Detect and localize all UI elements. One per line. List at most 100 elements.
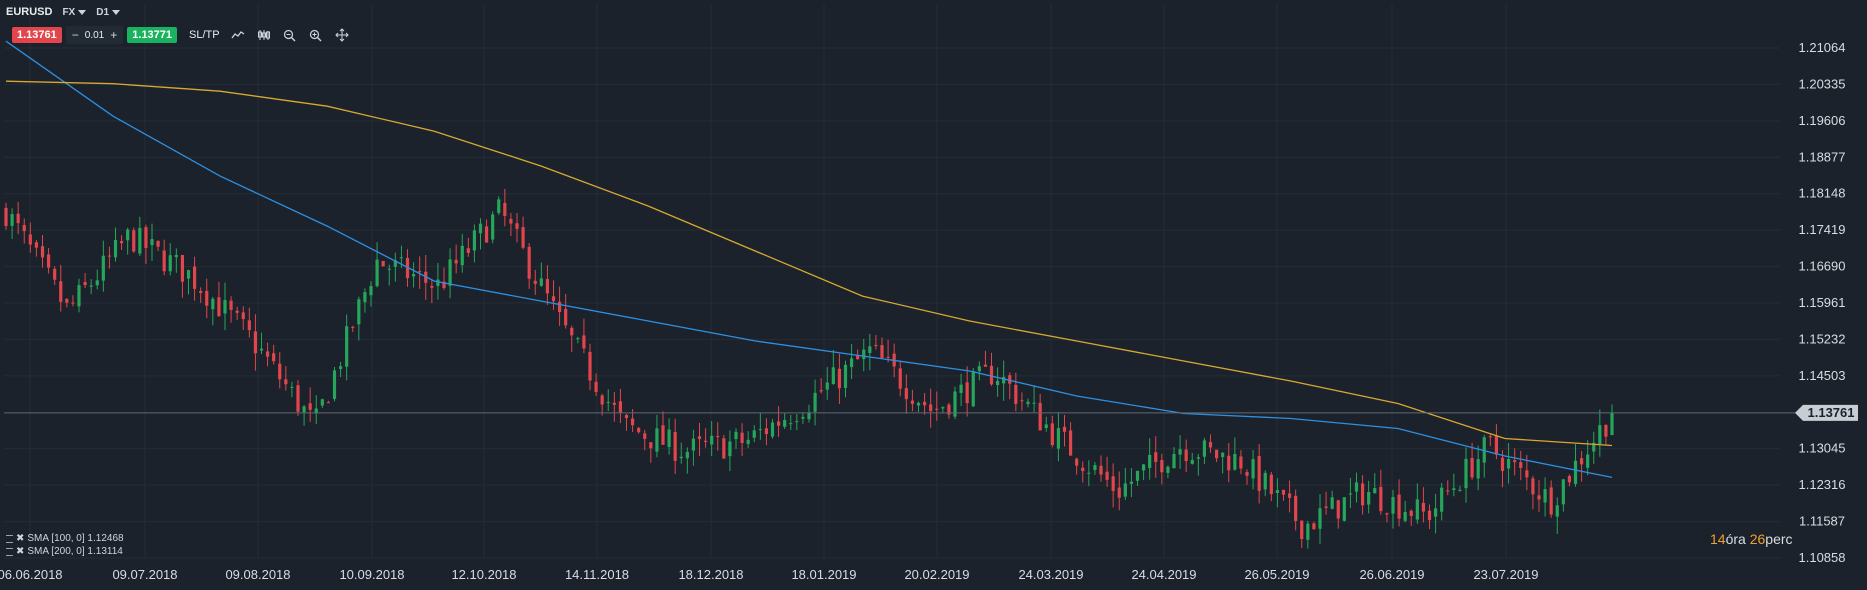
symbol-label[interactable]: EURUSD xyxy=(6,6,53,18)
candle-body xyxy=(71,302,75,304)
candle-body xyxy=(843,364,848,388)
candle-body xyxy=(819,390,823,392)
candle-body xyxy=(703,440,708,442)
sell-button[interactable]: 1.13761 xyxy=(12,27,62,43)
candle-body xyxy=(478,223,483,234)
zoom-in-icon[interactable] xyxy=(308,27,324,43)
indicator-legend-sma-200[interactable]: ✖ SMA [200, 0] 1.13114 xyxy=(6,546,123,557)
candle-body xyxy=(831,367,835,385)
timer-minutes-unit: perc xyxy=(1765,531,1793,547)
timeframe-dropdown[interactable]: D1 xyxy=(96,7,121,18)
chart-header: EURUSD FX D1 xyxy=(6,4,121,20)
candle-body xyxy=(174,254,178,258)
candle-body xyxy=(1099,465,1103,475)
candle-body xyxy=(1196,457,1200,459)
buy-button[interactable]: 1.13771 xyxy=(127,27,178,43)
candle-body xyxy=(551,296,556,302)
candle-body xyxy=(65,299,69,303)
candle-body xyxy=(1458,489,1462,491)
candle-body xyxy=(241,312,245,320)
candle-body xyxy=(929,404,933,412)
candle-body xyxy=(849,358,854,368)
candle-body xyxy=(34,242,39,248)
candle-body xyxy=(1087,472,1091,474)
candle-body xyxy=(576,338,580,340)
candle-body xyxy=(448,259,452,286)
line-chart-icon[interactable] xyxy=(230,27,246,43)
candle-body xyxy=(1586,454,1590,468)
candle-body xyxy=(825,382,829,390)
close-icon[interactable]: ✖ xyxy=(16,533,25,544)
chart-grid xyxy=(4,4,1780,559)
candle-body xyxy=(186,270,191,279)
candle-body xyxy=(1342,497,1346,521)
candle-body xyxy=(965,382,969,404)
market-type-dropdown[interactable]: FX xyxy=(62,7,87,18)
candle-body xyxy=(1391,497,1395,514)
candle-body xyxy=(1160,460,1164,473)
candle-body xyxy=(770,422,775,437)
date-tick-label: 18.12.2018 xyxy=(678,567,743,582)
candle-body xyxy=(1093,465,1097,471)
close-icon[interactable]: ✖ xyxy=(16,546,25,557)
zoom-out-icon[interactable] xyxy=(282,27,298,43)
candle-body xyxy=(454,259,458,264)
candle-body xyxy=(710,435,714,445)
price-tick-label: 1.11587 xyxy=(1799,514,1845,529)
candle-body xyxy=(1190,459,1194,464)
indicator-legend-sma-100[interactable]: ✖ SMA [100, 0] 1.12468 xyxy=(6,533,124,544)
increase-quantity-button[interactable]: + xyxy=(110,28,118,42)
candle-body xyxy=(716,436,720,438)
candles-icon[interactable] xyxy=(256,27,272,43)
candle-body xyxy=(1141,464,1146,471)
date-tick-label: 24.04.2019 xyxy=(1131,567,1196,582)
decrease-quantity-button[interactable]: − xyxy=(71,28,79,42)
quantity-value[interactable]: 0.01 xyxy=(84,29,105,41)
sltp-button[interactable]: SL/TP xyxy=(189,29,220,41)
candle-body xyxy=(983,364,988,367)
crosshair-icon[interactable] xyxy=(334,27,350,43)
candle-body xyxy=(217,297,221,317)
candle-body xyxy=(1111,476,1115,492)
candle-body xyxy=(205,290,209,306)
quantity-stepper[interactable]: − 0.01 + xyxy=(65,26,124,44)
sma-200-line xyxy=(5,80,1613,447)
candle-body xyxy=(253,331,258,354)
candle-body xyxy=(1561,479,1565,505)
candle-body xyxy=(728,441,732,457)
candle-body xyxy=(1062,426,1067,432)
candle-body xyxy=(661,425,665,445)
candle-body xyxy=(977,366,981,372)
candle-body xyxy=(886,356,890,358)
price-tick-label: 1.18877 xyxy=(1799,149,1846,164)
date-tick-label: 20.02.2019 xyxy=(904,567,969,582)
candle-body xyxy=(807,412,811,420)
price-tick-label: 1.12316 xyxy=(1799,477,1846,492)
candle-body xyxy=(16,213,20,224)
candle-body xyxy=(746,439,750,444)
candle-body xyxy=(533,280,537,284)
candle-body xyxy=(113,239,118,258)
candle-body xyxy=(904,388,908,400)
candle-body xyxy=(509,218,513,224)
candle-body xyxy=(1208,442,1213,448)
price-tick-label: 1.18148 xyxy=(1799,186,1846,201)
candle-body xyxy=(223,300,227,314)
candle-body xyxy=(308,403,312,410)
candle-body xyxy=(59,281,63,302)
candle-body xyxy=(1251,459,1255,479)
list-icon[interactable] xyxy=(6,547,13,556)
trade-bar: 1.13761 − 0.01 + 1.13771 SL/TP xyxy=(12,26,350,44)
list-icon[interactable] xyxy=(6,534,13,543)
candle-body xyxy=(1269,474,1273,495)
candle-body xyxy=(320,399,324,406)
timer-hours-unit: óra xyxy=(1725,531,1746,547)
candle-body xyxy=(107,255,112,257)
candle-body xyxy=(515,223,519,229)
current-price-tag xyxy=(1795,404,1858,421)
candle-body xyxy=(265,351,270,357)
candle-body xyxy=(922,401,927,406)
candle-body xyxy=(1056,428,1061,449)
candle-body xyxy=(132,230,136,252)
